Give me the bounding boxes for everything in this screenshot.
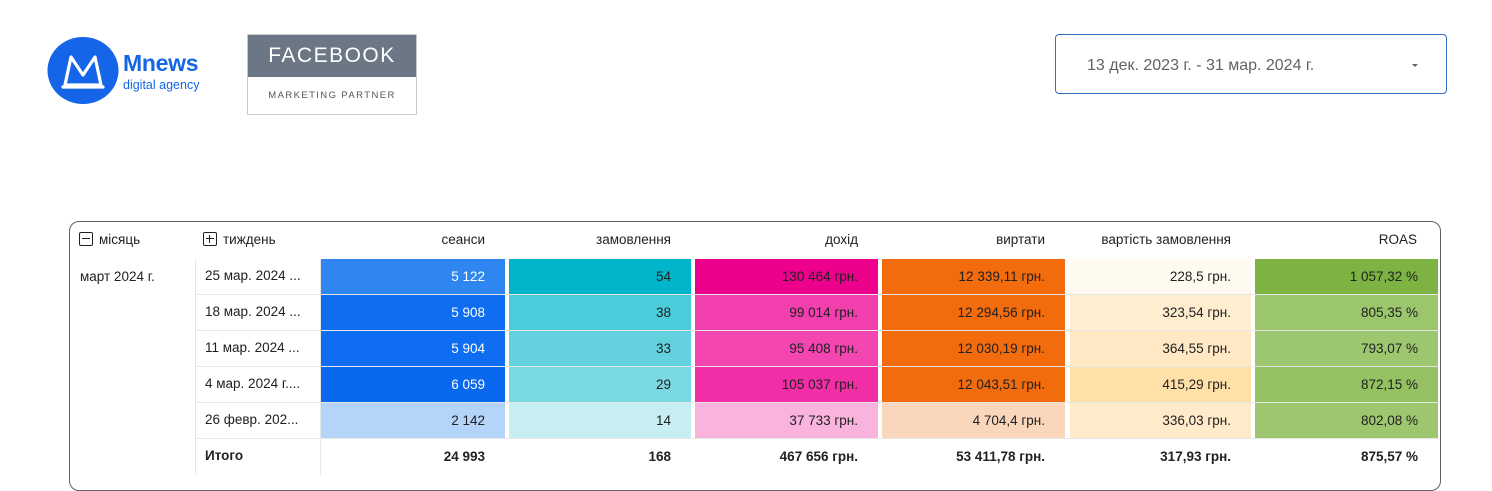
costs-cell: 12 339,11 грн. [882, 259, 1065, 294]
revenue-total-cell: 467 656 грн. [779, 449, 858, 464]
costs-total-cell: 53 411,78 грн. [956, 449, 1045, 464]
order-cost-column-header[interactable]: вартість замовлення [1101, 232, 1231, 247]
revenue-cell: 95 408 грн. [695, 331, 878, 366]
pivot-table: місяць тиждень сеанси замовлення дохід в… [69, 221, 1441, 491]
sessions-column-header[interactable]: сеанси [441, 232, 485, 247]
month-header-label: місяць [99, 232, 141, 247]
roas-cell: 805,35 % [1255, 295, 1438, 330]
month-column-header[interactable]: місяць [79, 232, 140, 247]
sessions-cell: 5 908 [321, 295, 505, 330]
week-label: 11 мар. 2024 ... [205, 340, 300, 355]
orders-cell: 54 [509, 259, 691, 294]
week-cell[interactable]: 11 мар. 2024 ... [205, 340, 320, 355]
week-label: 4 мар. 2024 г.... [205, 376, 301, 391]
week-cell[interactable]: 26 февр. 202... [205, 412, 320, 427]
orders-column-header[interactable]: замовлення [596, 232, 671, 247]
row-divider [195, 330, 1439, 331]
roas-cell: 1 057,32 % [1255, 259, 1438, 294]
roas-cell: 872,15 % [1255, 367, 1438, 402]
revenue-cell: 37 733 грн. [695, 403, 878, 438]
sessions-cell: 2 142 [321, 403, 505, 438]
costs-column-header[interactable]: виртати [996, 232, 1045, 247]
date-range-selector[interactable]: 13 дек. 2023 г. - 31 мар. 2024 г. [1055, 34, 1447, 94]
row-divider [195, 402, 1439, 403]
order_cost-cell: 323,54 грн. [1070, 295, 1251, 330]
sessions-cell: 6 059 [321, 367, 505, 402]
orders-cell: 38 [509, 295, 691, 330]
facebook-badge-subtitle: MARKETING PARTNER [268, 90, 396, 101]
week-label: 18 мар. 2024 ... [205, 304, 301, 319]
row-divider [195, 294, 1439, 295]
orders-total-cell: 168 [648, 449, 671, 464]
roas-cell: 802,08 % [1255, 403, 1438, 438]
week-cell[interactable]: 18 мар. 2024 ... [205, 304, 320, 319]
date-range-value: 13 дек. 2023 г. - 31 мар. 2024 г. [1087, 57, 1315, 74]
order_cost-cell: 336,03 грн. [1070, 403, 1251, 438]
dropdown-caret-icon [1412, 64, 1418, 67]
sessions-cell: 5 122 [321, 259, 505, 294]
roas-column-header[interactable]: ROAS [1378, 232, 1417, 247]
week-cell[interactable]: 25 мар. 2024 ... [205, 268, 320, 283]
week-cell[interactable]: 4 мар. 2024 г.... [205, 376, 320, 391]
costs-cell: 12 043,51 грн. [882, 367, 1065, 402]
row-divider [195, 366, 1439, 367]
sessions-cell: 5 904 [321, 331, 505, 366]
total-divider [195, 438, 1439, 439]
order_cost-cell: 415,29 грн. [1070, 367, 1251, 402]
column-divider [320, 260, 321, 475]
costs-cell: 12 294,56 грн. [882, 295, 1065, 330]
month-cell: март 2024 г. [80, 269, 155, 284]
revenue-cell: 105 037 грн. [695, 367, 878, 402]
revenue-cell: 130 464 грн. [695, 259, 878, 294]
roas-cell: 793,07 % [1255, 331, 1438, 366]
week-label: 26 февр. 202... [205, 412, 299, 427]
revenue-cell: 99 014 грн. [695, 295, 878, 330]
order_cost-cell: 364,55 грн. [1070, 331, 1251, 366]
facebook-badge-title: FACEBOOK [248, 35, 416, 77]
collapse-icon[interactable] [79, 232, 93, 246]
orders-cell: 33 [509, 331, 691, 366]
mnews-brand-name: Mnews [123, 50, 199, 76]
week-label: 25 мар. 2024 ... [205, 268, 301, 283]
column-divider [195, 260, 196, 475]
mnews-brand-tagline: digital agency [123, 78, 200, 92]
week-header-label: тиждень [223, 232, 276, 247]
total-label: Итого [205, 448, 244, 463]
sessions-total-cell: 24 993 [443, 449, 485, 464]
expand-icon[interactable] [203, 232, 217, 246]
orders-cell: 14 [509, 403, 691, 438]
roas-total-cell: 875,57 % [1360, 449, 1418, 464]
facebook-partner-badge: FACEBOOK MARKETING PARTNER [247, 34, 417, 115]
week-column-header[interactable]: тиждень [203, 232, 276, 247]
order_cost-cell: 228,5 грн. [1070, 259, 1251, 294]
mnews-logo-icon [47, 37, 119, 104]
costs-cell: 12 030,19 грн. [882, 331, 1065, 366]
costs-cell: 4 704,4 грн. [882, 403, 1065, 438]
revenue-column-header[interactable]: дохід [825, 232, 858, 247]
order_cost-total-cell: 317,93 грн. [1160, 449, 1231, 464]
orders-cell: 29 [509, 367, 691, 402]
